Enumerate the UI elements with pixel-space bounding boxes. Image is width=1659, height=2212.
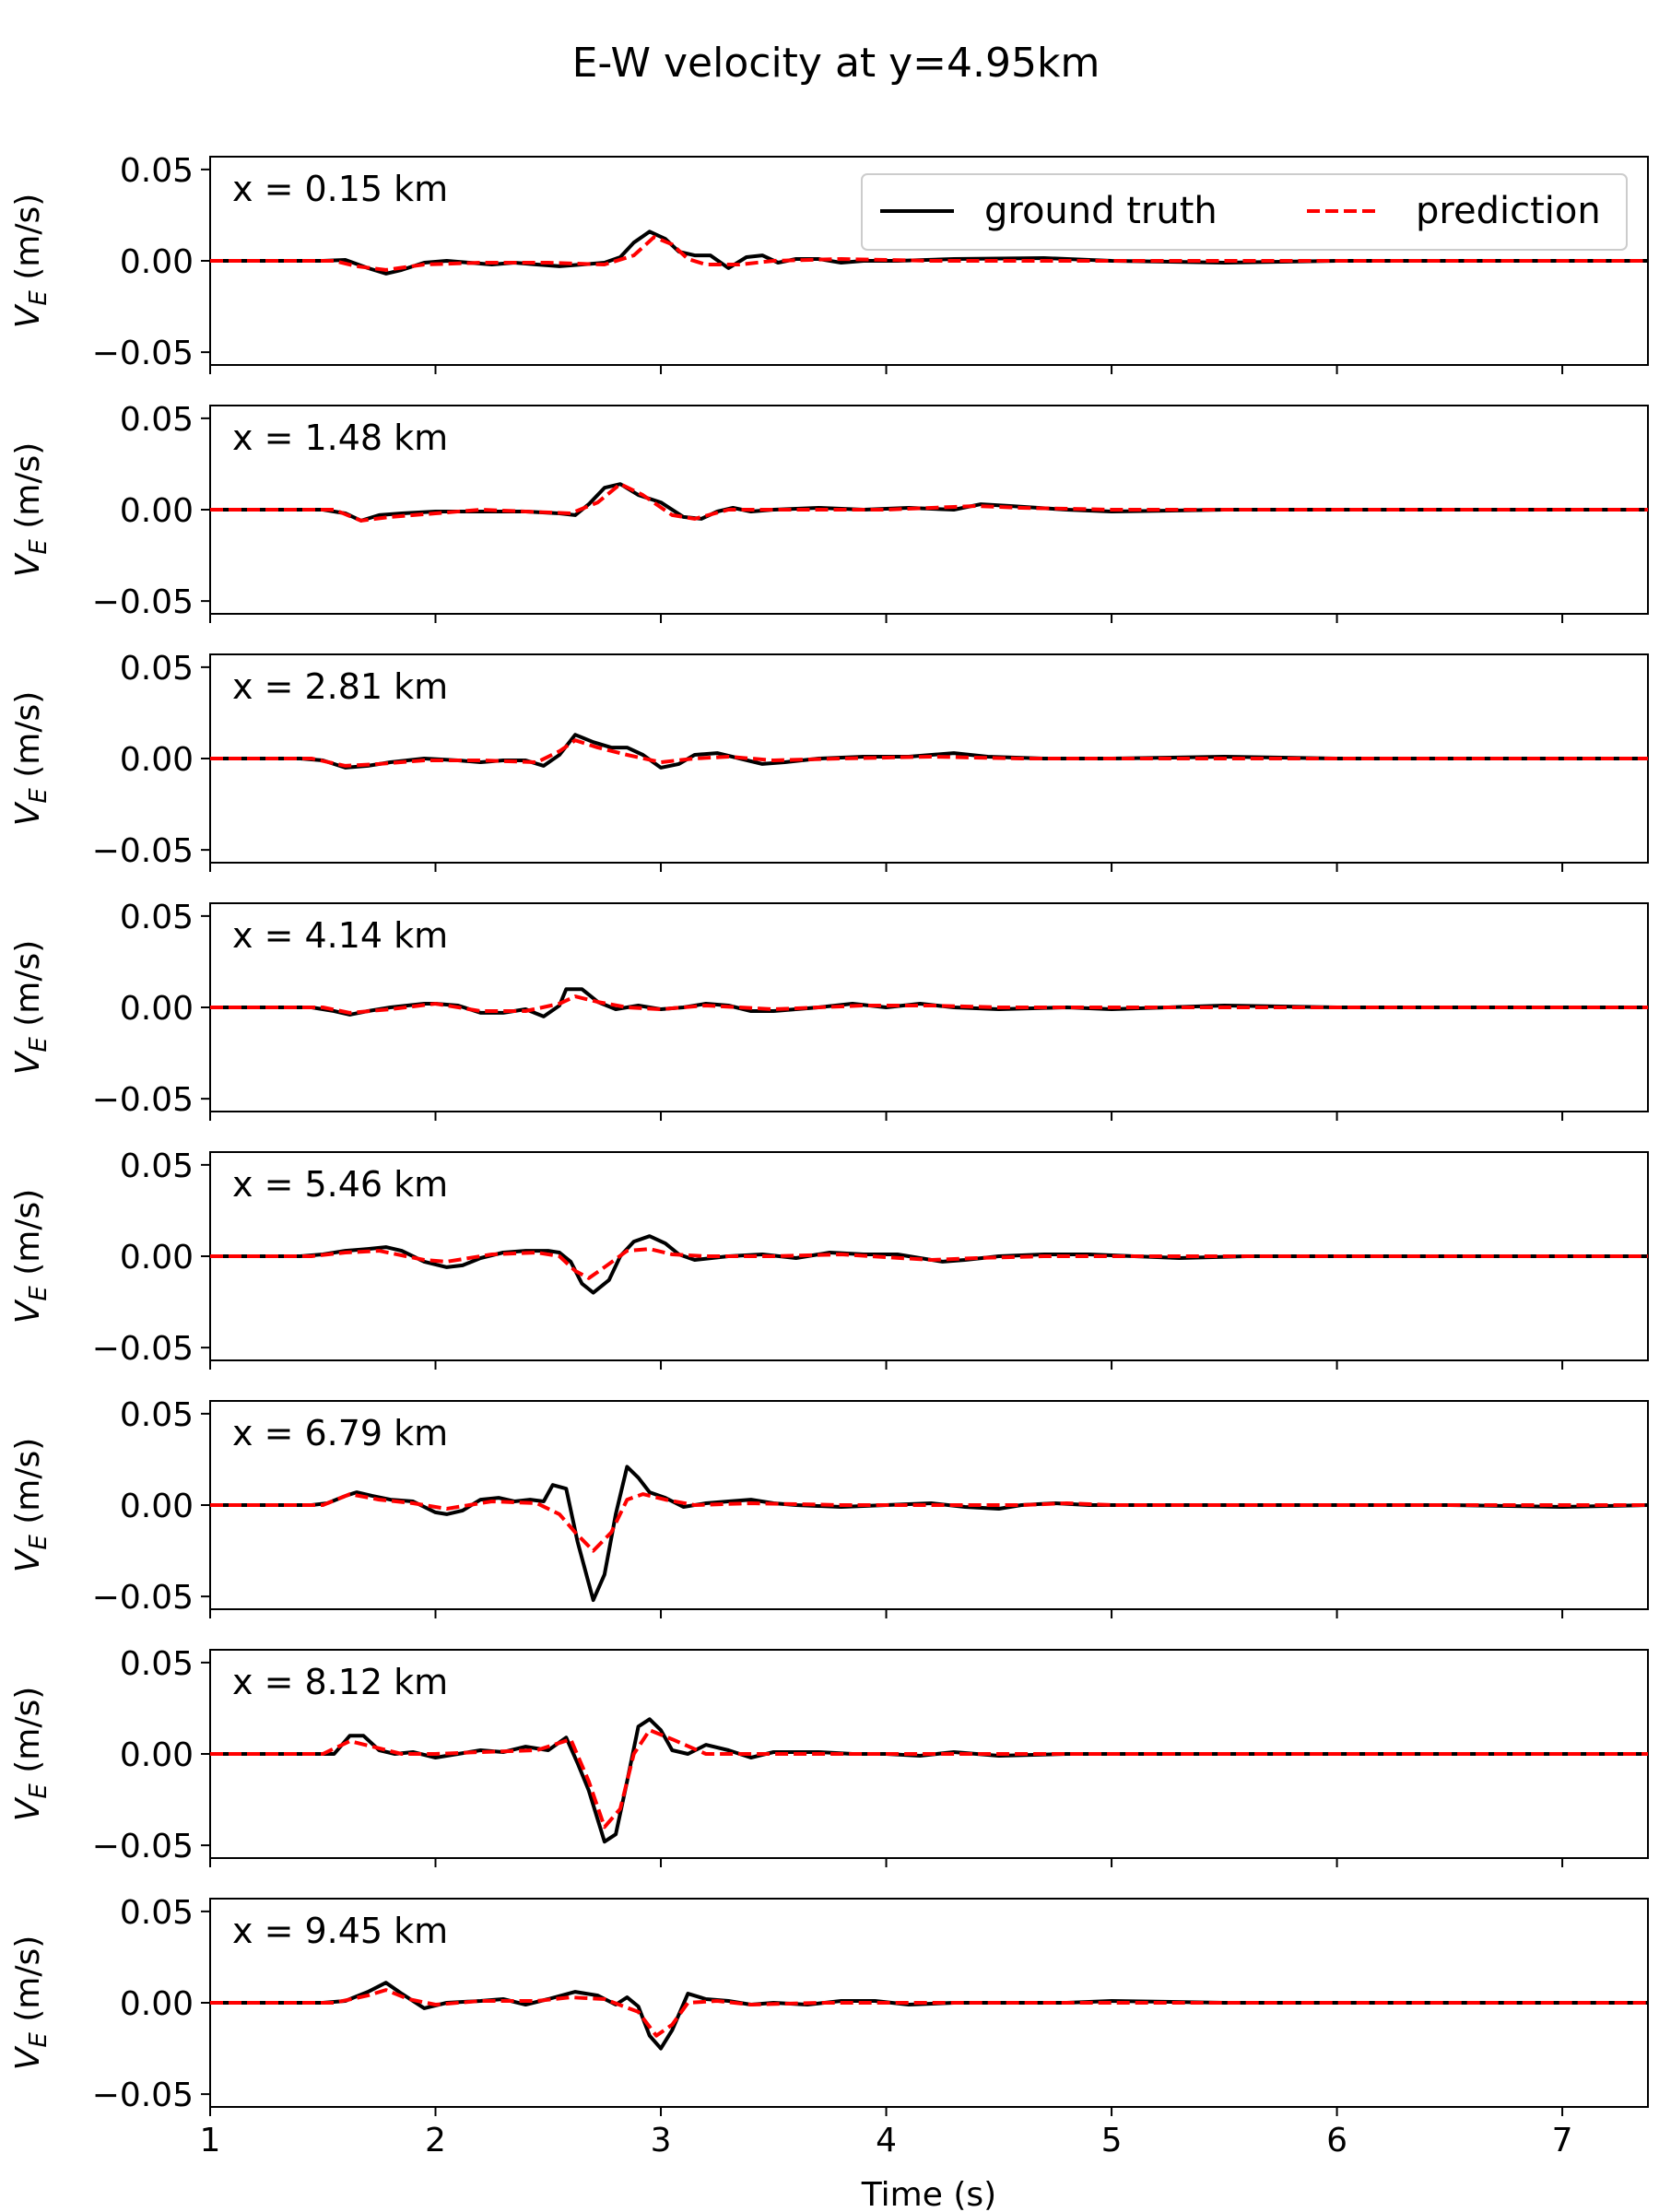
y-tick-label: 0.00 bbox=[120, 1985, 194, 2023]
y-tick-label: 0.05 bbox=[120, 1894, 194, 1932]
prediction-line bbox=[210, 1247, 1648, 1280]
y-tick-label: −0.05 bbox=[92, 1828, 194, 1865]
y-tick-label: −0.05 bbox=[92, 583, 194, 621]
panels: −0.05 0.00 0.05 VE (m/s) x = 0.15 km ground t… bbox=[9, 152, 1649, 2159]
series-group bbox=[210, 1465, 1648, 1603]
y-tick-label: 0.00 bbox=[120, 741, 194, 779]
y-axis-label: VE (m/s) bbox=[9, 1936, 53, 2071]
panel-label: x = 6.79 km bbox=[232, 1413, 448, 1453]
y-axis-label: VE (m/s) bbox=[9, 1687, 53, 1822]
panel-8: −0.05 0.00 0.05 1 2 3 4 5 6 7 VE (m/s) x = 9.45 km bbox=[9, 1894, 1649, 2159]
y-tick-label: 0.05 bbox=[120, 152, 194, 190]
y-tick-label: 0.05 bbox=[120, 1645, 194, 1683]
y-tick-label: 0.00 bbox=[120, 1488, 194, 1525]
panel-2: −0.05 0.00 0.05 VE (m/s) x = 1.48 km bbox=[9, 401, 1649, 623]
ground-truth-line bbox=[210, 1717, 1648, 1844]
legend-prediction-label: prediction bbox=[1416, 190, 1601, 232]
ground-truth-line bbox=[210, 1465, 1648, 1603]
prediction-line bbox=[210, 1988, 1648, 2038]
panel-7: −0.05 0.00 0.05 VE (m/s) x = 8.12 km bbox=[9, 1645, 1649, 1867]
panel-label: x = 8.12 km bbox=[232, 1662, 448, 1702]
series-group bbox=[210, 1234, 1648, 1295]
y-axis-label: VE (m/s) bbox=[9, 194, 53, 329]
ground-truth-line bbox=[210, 1981, 1648, 2051]
y-axis-label: VE (m/s) bbox=[9, 1438, 53, 1573]
panel-3: −0.05 0.00 0.05 VE (m/s) x = 2.81 km bbox=[9, 650, 1649, 872]
prediction-line bbox=[210, 738, 1648, 768]
panel-label: x = 1.48 km bbox=[232, 418, 448, 458]
panel-1: −0.05 0.00 0.05 VE (m/s) x = 0.15 km ground t… bbox=[9, 152, 1649, 374]
series-group bbox=[210, 987, 1648, 1018]
y-axis-label: VE (m/s) bbox=[9, 691, 53, 827]
legend: ground truth prediction bbox=[861, 173, 1628, 251]
y-tick-label: −0.05 bbox=[92, 1579, 194, 1617]
y-tick-label: 0.05 bbox=[120, 899, 194, 936]
x-tick-label: 4 bbox=[876, 2122, 897, 2159]
y-tick-label: 0.00 bbox=[120, 1736, 194, 1774]
panel-label: x = 2.81 km bbox=[232, 666, 448, 707]
y-tick-label: 0.05 bbox=[120, 1396, 194, 1434]
series-group bbox=[210, 229, 1648, 276]
y-tick-label: −0.05 bbox=[92, 335, 194, 372]
x-tick-label: 1 bbox=[200, 2122, 221, 2159]
series-group bbox=[210, 482, 1648, 523]
y-axis-label: VE (m/s) bbox=[9, 1189, 53, 1324]
x-tick-label: 3 bbox=[651, 2122, 672, 2159]
y-tick-label: −0.05 bbox=[92, 1081, 194, 1119]
x-tick-label: 6 bbox=[1326, 2122, 1347, 2159]
prediction-line bbox=[210, 1728, 1648, 1830]
y-tick-label: 0.00 bbox=[120, 243, 194, 281]
x-tick-label: 7 bbox=[1552, 2122, 1573, 2159]
y-tick-label: 0.00 bbox=[120, 492, 194, 530]
ground-truth-line bbox=[210, 733, 1648, 770]
series-group bbox=[210, 1717, 1648, 1844]
y-tick-label: 0.05 bbox=[120, 650, 194, 688]
panel-label: x = 9.45 km bbox=[232, 1911, 448, 1951]
prediction-line bbox=[210, 235, 1648, 272]
y-tick-label: −0.05 bbox=[92, 1330, 194, 1368]
ground-truth-line bbox=[210, 1234, 1648, 1295]
y-tick-label: 0.00 bbox=[120, 990, 194, 1028]
y-tick-label: 0.05 bbox=[120, 401, 194, 439]
prediction-line bbox=[210, 482, 1648, 523]
y-axis-label: VE (m/s) bbox=[9, 940, 53, 1076]
series-group bbox=[210, 733, 1648, 770]
y-tick-label: −0.05 bbox=[92, 2077, 194, 2114]
prediction-line bbox=[210, 994, 1648, 1015]
y-axis-label: VE (m/s) bbox=[9, 442, 53, 578]
series-group bbox=[210, 1981, 1648, 2051]
panel-4: −0.05 0.00 0.05 VE (m/s) x = 4.14 km bbox=[9, 899, 1649, 1121]
panel-label: x = 5.46 km bbox=[232, 1164, 448, 1205]
ground-truth-line bbox=[210, 482, 1648, 523]
y-tick-label: −0.05 bbox=[92, 832, 194, 870]
x-tick-label: 2 bbox=[425, 2122, 446, 2159]
chart-title: E-W velocity at y=4.95km bbox=[572, 40, 1100, 87]
legend-ground-truth-label: ground truth bbox=[984, 190, 1218, 232]
prediction-line bbox=[210, 1492, 1648, 1553]
ground-truth-line bbox=[210, 987, 1648, 1018]
y-tick-label: 0.00 bbox=[120, 1239, 194, 1277]
panel-label: x = 0.15 km bbox=[232, 169, 448, 209]
panel-5: −0.05 0.00 0.05 VE (m/s) x = 5.46 km bbox=[9, 1147, 1649, 1370]
legend-box bbox=[861, 173, 1628, 251]
panel-label: x = 4.14 km bbox=[232, 915, 448, 956]
x-axis-label: Time (s) bbox=[861, 2176, 996, 2212]
panel-6: −0.05 0.00 0.05 VE (m/s) x = 6.79 km bbox=[9, 1396, 1649, 1618]
x-tick-label: 5 bbox=[1101, 2122, 1123, 2159]
y-tick-label: 0.05 bbox=[120, 1147, 194, 1185]
